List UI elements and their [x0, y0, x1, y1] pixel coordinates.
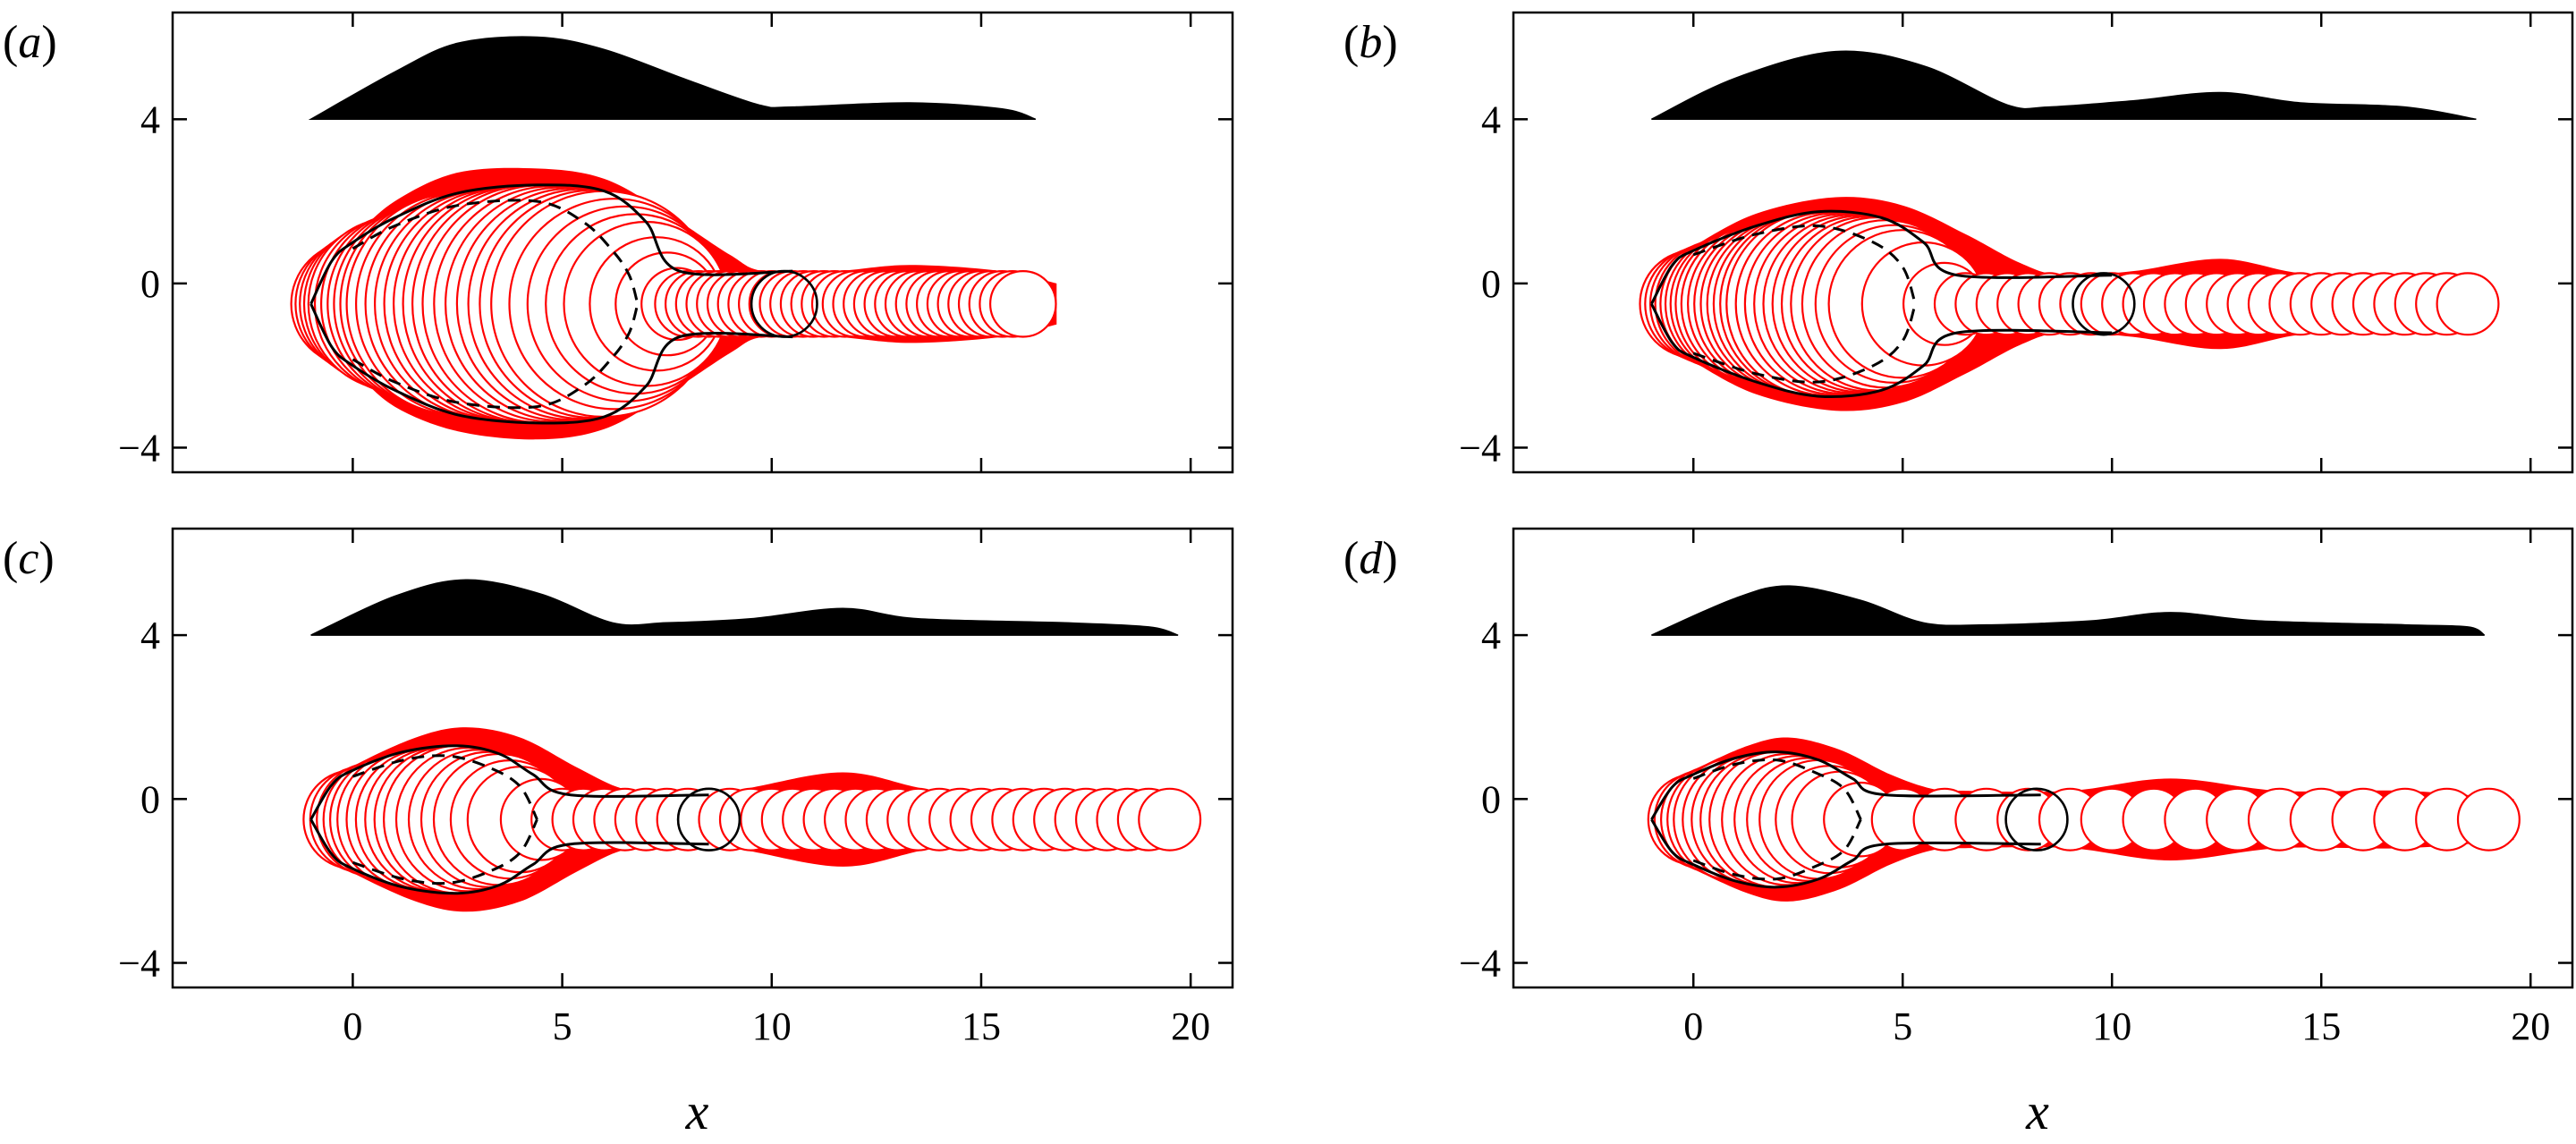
x-tick-label: 5	[1893, 1004, 1912, 1048]
x-tick-label: 5	[553, 1004, 572, 1048]
dashed-outline-upper	[352, 199, 640, 305]
solid-outline-lower	[1650, 303, 2113, 399]
dashed-outline-upper	[1692, 758, 1862, 820]
y-tick-label: 0	[1481, 777, 1501, 821]
solid-outline-upper	[309, 183, 793, 305]
y-tick-label: 4	[1481, 614, 1501, 657]
circle-sequence	[290, 183, 1057, 424]
axes-frame	[1512, 11, 2574, 474]
red-circle	[1138, 787, 1202, 852]
panel-b: −4 0 4 (b)	[1343, 11, 2574, 474]
circle-sequence	[1639, 210, 2500, 398]
thickness-profile	[1651, 585, 2486, 636]
panel-a: −4 0 4 (a)	[3, 11, 1234, 474]
x-tick-label: 10	[2092, 1004, 2131, 1048]
solid-outline-upper	[1650, 750, 2041, 821]
circle-sequence	[302, 744, 1202, 894]
y-tick-label: −4	[118, 426, 160, 470]
red-circle	[2456, 787, 2521, 852]
y-tick-label: −4	[118, 942, 160, 986]
y-tick-label: −4	[1459, 942, 1501, 986]
panel-c: 0 5 10 15 20 −4 0 4 (c) x	[3, 527, 1234, 1140]
dashed-outline-upper	[352, 754, 538, 820]
solid-outline-upper	[309, 744, 709, 820]
y-tick-label: 4	[1481, 97, 1501, 141]
x-tick-label: 20	[1171, 1004, 1210, 1048]
panel-d: 0 5 10 15 20 −4 0 4 (d) x	[1343, 527, 2574, 1140]
y-tick-label: 0	[140, 777, 160, 821]
y-tick-label: 4	[140, 614, 160, 657]
dashed-outline-lower	[352, 818, 538, 886]
red-circle	[989, 269, 1057, 338]
dashed-outline-lower	[1692, 303, 1917, 384]
black-circle	[2072, 272, 2136, 336]
x-tick-label: 0	[343, 1004, 362, 1048]
solid-outline-lower	[1650, 818, 2041, 889]
y-tick-label: −4	[1459, 426, 1501, 470]
solid-outline-upper	[1650, 209, 2113, 305]
dashed-outline-lower	[1692, 818, 1862, 881]
x-tick-label: 15	[962, 1004, 1001, 1048]
panel-label: (d)	[1343, 533, 1398, 584]
x-tick-label: 20	[2511, 1004, 2550, 1048]
x-axis-title: x	[685, 1082, 709, 1140]
y-tick-label: 0	[140, 262, 160, 306]
red-circle	[2436, 272, 2500, 336]
thickness-profile	[310, 579, 1179, 636]
dashed-outline-lower	[352, 303, 640, 410]
black-circle	[676, 787, 741, 852]
solid-outline-lower	[309, 303, 793, 425]
panel-label: (a)	[3, 17, 57, 68]
circle-sequence	[1647, 750, 2521, 888]
y-tick-label: 0	[1481, 262, 1501, 306]
dashed-outline-upper	[1692, 224, 1917, 305]
thickness-profile	[308, 36, 1037, 121]
solid-outline-lower	[309, 818, 709, 895]
panel-label: (b)	[1343, 17, 1398, 68]
x-tick-label: 15	[2301, 1004, 2341, 1048]
black-circle	[2004, 787, 2069, 852]
x-tick-label: 10	[752, 1004, 792, 1048]
x-tick-label: 0	[1683, 1004, 1703, 1048]
thickness-profile	[1651, 50, 2477, 121]
x-axis-title: x	[2025, 1082, 2049, 1140]
axes-frame	[1512, 527, 2574, 989]
axes-frame	[171, 11, 1234, 474]
y-tick-label: 4	[140, 97, 160, 141]
panel-label: (c)	[3, 533, 55, 584]
axes-frame	[171, 527, 1234, 989]
